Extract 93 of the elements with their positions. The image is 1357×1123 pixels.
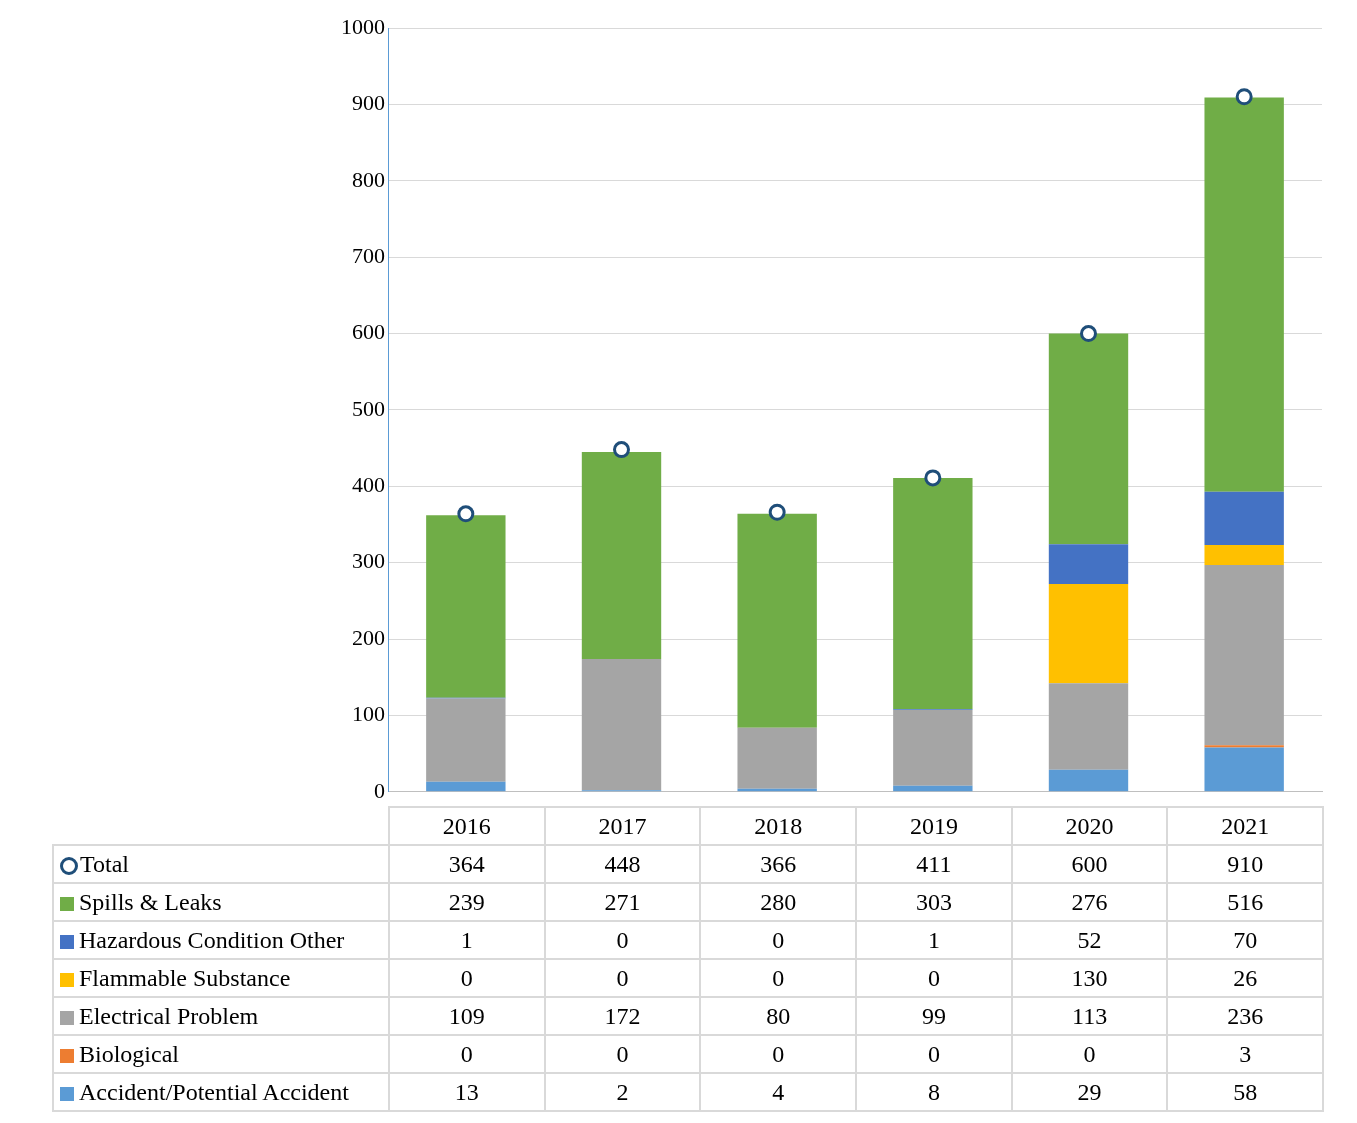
bar xyxy=(893,785,973,792)
data-label: 13 xyxy=(389,1073,545,1111)
data-label: 239 xyxy=(389,883,545,921)
y-tick-label: 500 xyxy=(352,395,385,421)
data-label: 99 xyxy=(856,997,1012,1035)
y-tick-label: 300 xyxy=(352,548,385,574)
bar xyxy=(1204,564,1284,746)
data-label: 411 xyxy=(856,845,1012,883)
data-label: 910 xyxy=(1167,845,1324,883)
legend-label: Electrical Problem xyxy=(79,1002,259,1029)
data-label: 366 xyxy=(700,845,857,883)
bar xyxy=(737,727,817,789)
y-tick-label: 0 xyxy=(374,777,385,803)
data-label: 280 xyxy=(700,883,857,921)
data-label: 276 xyxy=(1011,883,1168,921)
bar xyxy=(1204,491,1284,546)
bar xyxy=(1204,97,1284,492)
data-label: 0 xyxy=(1011,1035,1168,1073)
bar xyxy=(1204,747,1284,792)
data-label: 0 xyxy=(856,959,1012,997)
bar xyxy=(893,477,973,710)
data-label: 172 xyxy=(544,997,701,1035)
data-label: 516 xyxy=(1167,883,1324,921)
data-label: 0 xyxy=(700,921,857,959)
data-label: 1 xyxy=(389,921,545,959)
x-tick-label: 2017 xyxy=(544,807,701,845)
legend-label: Total xyxy=(80,850,129,877)
bar xyxy=(426,698,506,782)
data-label: 0 xyxy=(544,921,701,959)
y-tick-label: 400 xyxy=(352,472,385,498)
legend-label: Biological xyxy=(79,1040,179,1067)
bar xyxy=(1048,544,1129,585)
bar xyxy=(1204,745,1284,748)
bar xyxy=(893,710,973,786)
y-tick-label: 600 xyxy=(352,319,385,345)
bar xyxy=(1048,333,1129,545)
y-tick-label: 1000 xyxy=(341,13,385,39)
point xyxy=(613,441,630,459)
legend-label: Flammable Substance xyxy=(79,964,291,991)
data-label: 448 xyxy=(544,845,701,883)
data-label: 271 xyxy=(544,883,701,921)
data-label: 0 xyxy=(544,1035,701,1073)
data-label: 113 xyxy=(1011,997,1168,1035)
data-label: 1 xyxy=(856,921,1012,959)
data-label: 2 xyxy=(544,1073,701,1111)
data-label: 0 xyxy=(700,959,857,997)
data-label: 303 xyxy=(856,883,1012,921)
point xyxy=(457,505,475,523)
x-tick-label: 2016 xyxy=(389,807,545,845)
legend-label: Hazardous Condition Other xyxy=(79,926,345,953)
x-tick-label: 2019 xyxy=(856,807,1012,845)
bar xyxy=(1204,545,1284,565)
data-label: 0 xyxy=(544,959,701,997)
data-label: 130 xyxy=(1011,959,1168,997)
bar xyxy=(1048,683,1129,770)
data-label: 0 xyxy=(389,959,545,997)
data-label: 0 xyxy=(700,1035,857,1073)
point xyxy=(1235,88,1253,106)
data-label: 4 xyxy=(700,1073,857,1111)
legend-label: Spills & Leaks xyxy=(79,888,222,915)
data-label: 236 xyxy=(1167,997,1324,1035)
bar xyxy=(426,515,506,698)
data-label: 80 xyxy=(700,997,857,1035)
data-label: 26 xyxy=(1167,959,1324,997)
data-label: 70 xyxy=(1167,921,1324,959)
data-label: 0 xyxy=(856,1035,1012,1073)
y-tick-label: 100 xyxy=(352,701,385,727)
x-tick-label: 2018 xyxy=(700,807,857,845)
legend-label: Accident/Potential Accident xyxy=(79,1078,349,1105)
y-tick-label: 700 xyxy=(352,242,385,268)
data-label: 29 xyxy=(1011,1073,1168,1111)
x-tick-label: 2021 xyxy=(1167,807,1324,845)
bar xyxy=(1048,769,1129,792)
data-label: 8 xyxy=(856,1073,1012,1111)
data-label: 58 xyxy=(1167,1073,1324,1111)
bar xyxy=(737,513,817,728)
point xyxy=(768,503,786,521)
y-tick-label: 900 xyxy=(352,90,385,116)
y-tick-label: 800 xyxy=(352,166,385,192)
data-label: 364 xyxy=(389,845,545,883)
point xyxy=(1080,325,1097,343)
data-label: 0 xyxy=(389,1035,545,1073)
bar xyxy=(581,451,662,659)
point xyxy=(924,469,942,487)
data-label: 3 xyxy=(1167,1035,1324,1073)
x-tick-label: 2020 xyxy=(1011,807,1168,845)
bar xyxy=(581,658,662,791)
data-label: 600 xyxy=(1011,845,1168,883)
data-label: 52 xyxy=(1011,921,1168,959)
bar xyxy=(1048,584,1129,684)
data-label: 109 xyxy=(389,997,545,1035)
bar xyxy=(426,781,506,792)
y-tick-label: 200 xyxy=(352,624,385,650)
